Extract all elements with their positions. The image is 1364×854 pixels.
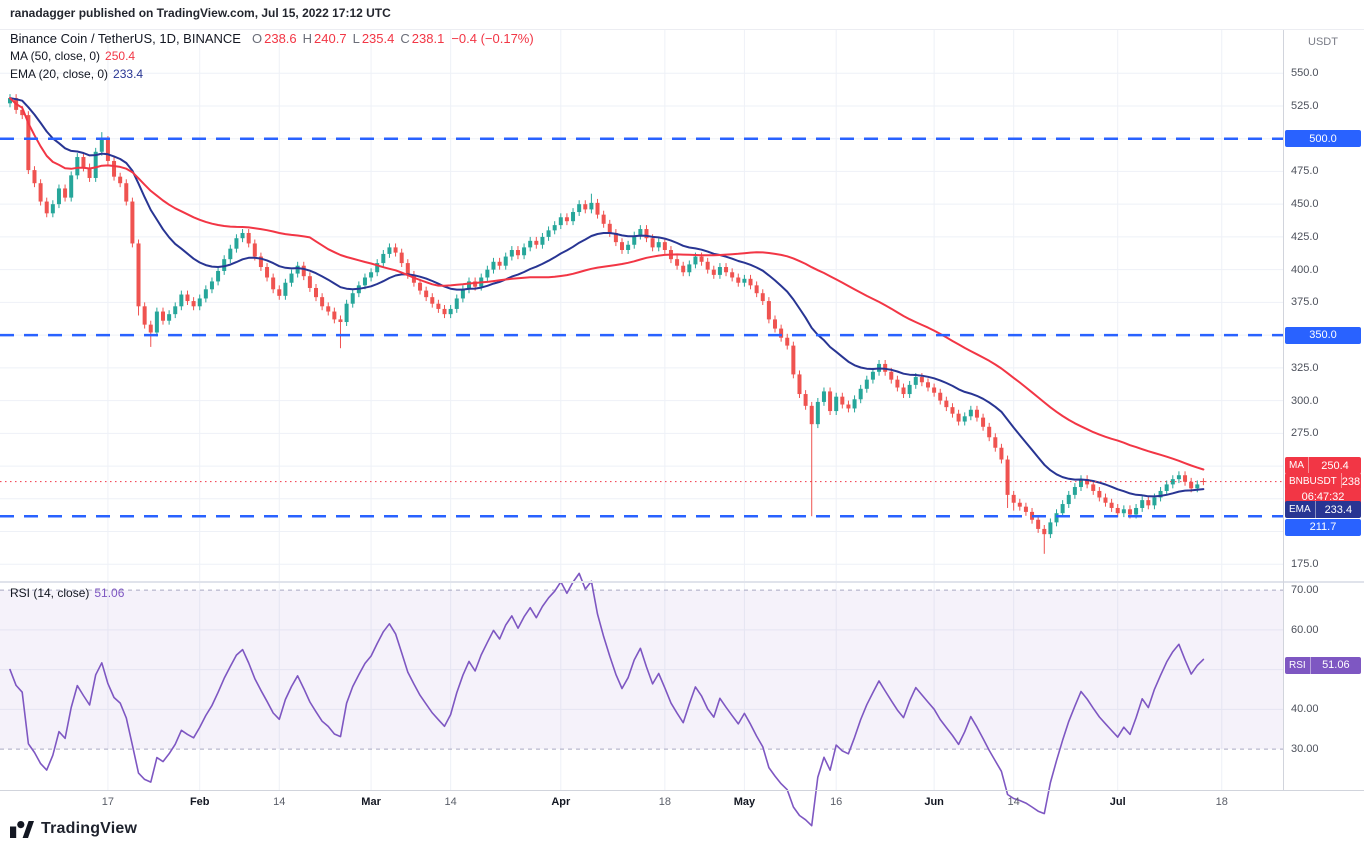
change-value: −0.4 (−0.17%): [451, 31, 534, 46]
rsi-axis-tick: 40.00: [1291, 703, 1319, 716]
price-axis-tick: 175.0: [1291, 558, 1319, 571]
price-axis-tick: 550.0: [1291, 67, 1319, 80]
time-axis-label: 18: [658, 796, 671, 808]
chart-plot-area[interactable]: [0, 30, 1283, 790]
time-axis-label: 18: [1215, 796, 1228, 808]
price-axis-tick: 300.0: [1291, 394, 1319, 407]
time-axis-label: Mar: [361, 796, 381, 808]
time-axis-label: 16: [830, 796, 843, 808]
price-axis-tick: 325.0: [1291, 361, 1319, 374]
open-label: O: [251, 31, 263, 46]
close-label: C: [400, 31, 410, 46]
ema-label: EMA (20, close, 0): [10, 67, 109, 81]
level-badge-350: 350.0: [1285, 326, 1361, 344]
time-axis-label: 14: [1007, 796, 1020, 808]
tradingview-logo-icon: [10, 820, 34, 838]
open-value: 238.6: [264, 31, 297, 46]
price-axis-tick: 375.0: [1291, 296, 1319, 309]
time-axis-label: Apr: [551, 796, 571, 808]
price-axis-tick: 525.0: [1291, 99, 1319, 112]
rsi-legend-row[interactable]: RSI (14, close) 51.06: [10, 584, 124, 602]
ma-legend-row[interactable]: MA (50, close, 0) 250.4: [10, 47, 534, 65]
symbol-legend-row[interactable]: Binance Coin / TetherUS, 1D, BINANCE O 238…: [10, 30, 534, 47]
time-axis-label: 14: [444, 796, 457, 808]
price-axis-currency: USDT: [1308, 36, 1338, 48]
publish-header: ranadagger published on TradingView.com,…: [10, 6, 391, 20]
rsi-label: RSI (14, close): [10, 586, 90, 600]
price-axis-tick: 425.0: [1291, 230, 1319, 243]
rsi-axis-tick: 60.00: [1291, 623, 1319, 636]
symbol-title: Binance Coin / TetherUS, 1D, BINANCE: [10, 31, 241, 46]
ma-label: MA (50, close, 0): [10, 49, 101, 63]
rsi-axis-tick: 70.00: [1291, 584, 1319, 597]
low-value: 235.4: [361, 31, 395, 46]
ma-value: 250.4: [105, 49, 136, 63]
time-axis-label: Jul: [1109, 796, 1126, 808]
ema-value: 233.4: [113, 67, 144, 81]
price-axis-tick: 475.0: [1291, 165, 1319, 178]
high-label: H: [302, 31, 313, 46]
time-axis-label: Feb: [189, 796, 210, 808]
close-value: 238.1: [411, 31, 445, 46]
time-axis-label: 14: [273, 796, 286, 808]
low-label: L: [352, 31, 360, 46]
ma-badge: MA 250.4: [1285, 457, 1361, 475]
footer-logo[interactable]: TradingView: [10, 820, 137, 838]
chart-legend: Binance Coin / TetherUS, 1D, BINANCE O 238…: [10, 30, 534, 83]
rsi-value: 51.06: [94, 586, 125, 600]
ema-legend-row[interactable]: EMA (20, close, 0) 233.4: [10, 65, 534, 83]
price-axis-tick: 400.0: [1291, 263, 1319, 276]
time-axis-label: 17: [101, 796, 115, 808]
ema-badge: EMA 233.4: [1285, 501, 1361, 519]
price-axis-tick: 275.0: [1291, 427, 1319, 440]
time-axis-label: Jun: [924, 796, 944, 808]
level-badge-211: 211.7: [1285, 518, 1361, 536]
level-badge-500: 500.0: [1285, 130, 1361, 148]
rsi-badge: RSI 51.06: [1285, 656, 1361, 674]
price-axis-tick: 450.0: [1291, 198, 1319, 211]
time-axis-label: May: [733, 796, 756, 808]
countdown-badge: 06:47:32: [1285, 488, 1361, 506]
high-value: 240.7: [314, 31, 347, 46]
rsi-axis-tick: 30.00: [1291, 743, 1319, 756]
brand-name: TradingView: [41, 820, 138, 837]
